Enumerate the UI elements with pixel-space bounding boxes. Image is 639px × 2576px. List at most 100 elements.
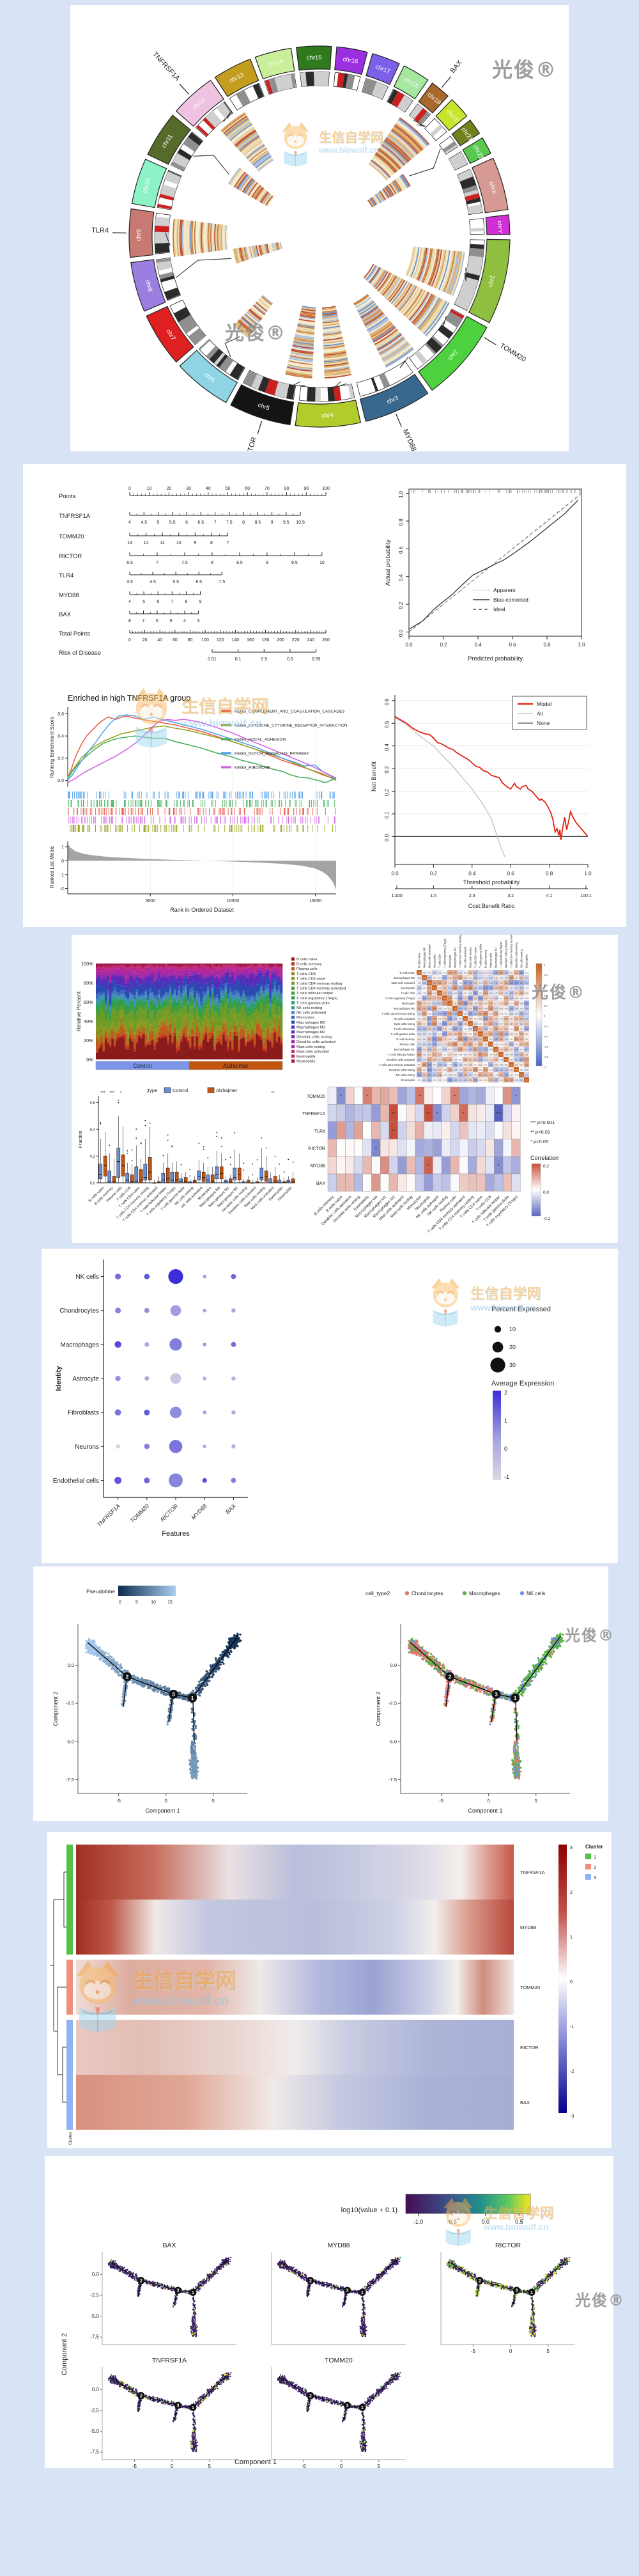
corr-cell-value: -0.33 bbox=[427, 1022, 431, 1025]
gsea-barcode-tick bbox=[171, 825, 172, 832]
stacked-bar-segment bbox=[171, 968, 174, 973]
gsea-barcode-tick bbox=[316, 816, 317, 824]
stacked-bar-segment bbox=[244, 1006, 247, 1011]
corr-cell-value: -0.12 bbox=[489, 992, 493, 994]
stacked-bar-segment bbox=[134, 971, 136, 977]
genome-heatmap-stripe bbox=[381, 274, 396, 295]
stacked-bar-segment bbox=[256, 1004, 259, 1010]
stacked-bar-segment bbox=[125, 1029, 127, 1034]
gsea-barcode-tick bbox=[112, 800, 114, 807]
genome-heatmap-stripe bbox=[387, 185, 394, 196]
corr-cell-value: -0.31 bbox=[453, 981, 457, 984]
stacked-bar-segment bbox=[200, 1001, 203, 1006]
stacked-bar-segment bbox=[120, 966, 123, 974]
nomogram-tick-label: 260 bbox=[322, 638, 330, 643]
stacked-bar-segment bbox=[220, 1043, 223, 1045]
stacked-bar-segment bbox=[251, 969, 254, 973]
stacked-bar-segment bbox=[160, 1019, 163, 1022]
stacked-bar-segment bbox=[222, 1034, 225, 1059]
corr-cell-value: 0.06 bbox=[484, 1079, 488, 1081]
stacked-bar-segment bbox=[104, 1031, 107, 1037]
stacked-bar-segment bbox=[113, 968, 116, 972]
stacked-bar-segment bbox=[127, 1043, 130, 1047]
stacked-bar-segment bbox=[191, 981, 194, 987]
stacked-bar-segment bbox=[118, 1011, 121, 1023]
nomogram-tick-label: 0 bbox=[128, 487, 131, 491]
chromosome-chr12 bbox=[175, 79, 224, 127]
stacked-bar-segment bbox=[138, 1036, 141, 1059]
stacked-bar-segment bbox=[151, 964, 154, 966]
stacked-bar-segment bbox=[224, 1004, 227, 1020]
genome-heatmap-stripe bbox=[369, 162, 389, 180]
stacked-bar-segment bbox=[191, 999, 194, 1005]
stacked-bar-segment bbox=[215, 978, 219, 988]
stacked-bar-segment bbox=[265, 972, 267, 973]
genome-heatmap-stripe bbox=[223, 115, 248, 134]
stacked-bar-segment bbox=[151, 992, 154, 994]
stacked-bar-segment bbox=[180, 978, 183, 985]
corr-cell-value: -0.14 bbox=[504, 992, 508, 994]
ideogram-band bbox=[397, 95, 413, 113]
genome-heatmap-stripe bbox=[323, 351, 346, 356]
genome-heatmap-stripe bbox=[240, 176, 251, 191]
stacked-bar-segment bbox=[189, 973, 192, 976]
stacked-bar-segment bbox=[135, 1027, 139, 1034]
genome-heatmap-stripe bbox=[322, 321, 340, 325]
corr-cell-value: 1.00 bbox=[468, 1022, 472, 1025]
genome-heatmap-stripe bbox=[381, 144, 405, 166]
stacked-bar-segment bbox=[102, 1034, 105, 1042]
stacked-bar-segment bbox=[222, 985, 225, 990]
genome-heatmap-stripe bbox=[425, 248, 436, 285]
genome-heatmap-stripe bbox=[380, 338, 406, 356]
stacked-bar-segment bbox=[138, 999, 141, 1003]
stacked-bar-segment bbox=[242, 975, 245, 979]
nomogram-tick-label: 0.5 bbox=[261, 657, 267, 662]
genome-heatmap-stripe bbox=[364, 264, 376, 279]
genome-heatmap-stripe bbox=[251, 151, 269, 165]
stacked-bar-segment bbox=[140, 1037, 143, 1039]
stacked-bar-segment bbox=[140, 1020, 143, 1026]
gsea-barcode-tick bbox=[87, 800, 88, 807]
corr-cell-value: -0.34 bbox=[494, 971, 498, 974]
stacked-bar-segment bbox=[158, 970, 161, 972]
stacked-bar-segment bbox=[233, 964, 236, 965]
corr-col-label: B cells memory bbox=[484, 949, 488, 968]
stacked-bar-segment bbox=[265, 992, 267, 994]
stacked-bar-segment bbox=[278, 985, 281, 990]
corr-cell-value: -0.23 bbox=[433, 1073, 436, 1076]
corr-row-label: Macrophages M1 bbox=[394, 1048, 415, 1051]
ideogram-band bbox=[164, 171, 181, 185]
stacked-bar-segment bbox=[233, 1008, 236, 1014]
stacked-bar-segment bbox=[96, 1014, 98, 1026]
stacked-bar-segment bbox=[100, 964, 103, 967]
gsea-barcode-tick bbox=[215, 800, 216, 807]
chromosome-chr13 bbox=[214, 58, 259, 97]
genome-heatmap-stripe bbox=[406, 246, 416, 276]
stacked-bar-segment bbox=[158, 1038, 161, 1059]
stacked-bar-segment bbox=[197, 1027, 201, 1033]
stacked-bar-segment bbox=[191, 1006, 194, 1015]
genome-heatmap-stripe bbox=[375, 331, 400, 348]
stacked-bar-segment bbox=[206, 986, 210, 990]
gsea-barcode-tick bbox=[164, 825, 165, 832]
stacked-bar-segment bbox=[98, 1006, 101, 1011]
stacked-bar-segment bbox=[253, 1025, 256, 1033]
stacked-bar-segment bbox=[213, 1013, 217, 1033]
gsea-barcode-tick bbox=[271, 816, 272, 824]
stacked-bar-segment bbox=[155, 994, 158, 1000]
corr-cell-value: 0.32 bbox=[468, 1043, 472, 1045]
genome-heatmap-stripe bbox=[238, 135, 259, 152]
gsea-barcode-tick bbox=[236, 816, 238, 824]
stacked-bar-segment bbox=[218, 966, 220, 971]
stacked-bar-segment bbox=[160, 1004, 163, 1006]
stacked-bar-segment bbox=[125, 967, 127, 969]
corr-cell-value: 0.39 bbox=[489, 1007, 493, 1010]
stacked-bar-segment bbox=[96, 977, 98, 979]
genome-heatmap-stripe bbox=[322, 315, 338, 318]
stacked-bar-segment bbox=[229, 1042, 232, 1059]
stacked-bar-segment bbox=[135, 1011, 139, 1024]
corr-cell-value: 0.23 bbox=[463, 1068, 467, 1071]
genome-heatmap-stripe bbox=[323, 337, 343, 341]
corr-cell-value: 0.17 bbox=[468, 1068, 472, 1071]
stacked-bar-segment bbox=[158, 967, 161, 968]
